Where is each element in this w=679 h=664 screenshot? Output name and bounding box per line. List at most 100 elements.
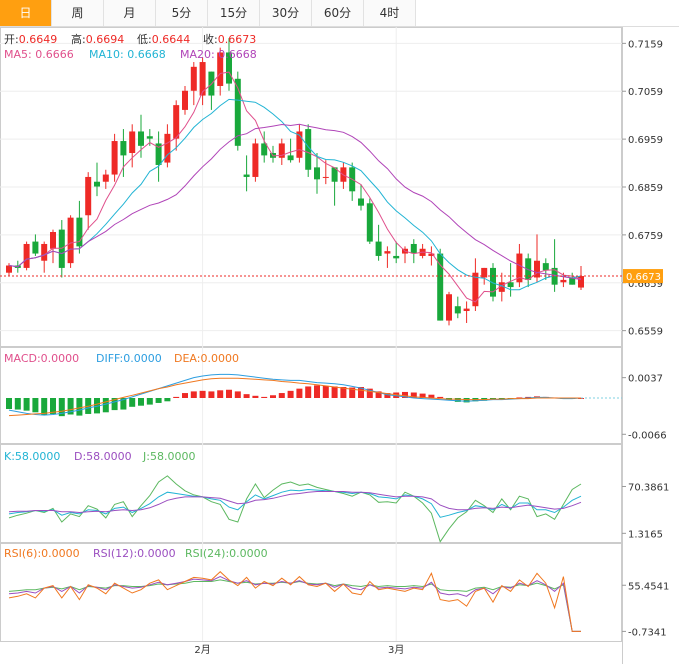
month-label: 2月	[194, 644, 210, 656]
candle-body	[182, 90, 188, 110]
candle-body	[67, 217, 74, 264]
candle-body	[375, 241, 382, 256]
rsi-panel	[8, 571, 581, 632]
chart-area: 0.7159 0.7059 0.6959 0.6859 0.6759 0.6659 0.65…	[0, 27, 669, 664]
macd-bar	[261, 396, 268, 398]
macd-bar	[410, 392, 417, 398]
candle-body	[525, 258, 532, 280]
macd-bar	[243, 394, 250, 398]
macd-bar	[120, 398, 127, 410]
macd-bar	[384, 393, 391, 398]
kdj-tick-label: 1.3165	[628, 529, 663, 540]
macd-bar	[208, 391, 215, 398]
candle-body	[507, 282, 514, 288]
macd-bar	[375, 391, 382, 398]
macd-bar	[525, 396, 532, 398]
macd-tick-label: -0.0066	[628, 430, 667, 441]
macd-bar	[50, 398, 56, 414]
candle-body	[243, 174, 250, 177]
rsi6-label: RSI(6):0.0000	[4, 547, 80, 560]
candle-body	[41, 243, 48, 261]
candle-body	[454, 306, 461, 314]
macd-bar	[76, 398, 83, 416]
candle-body	[217, 52, 224, 86]
candle-body	[331, 167, 338, 182]
tab-1[interactable]: 周	[52, 0, 104, 26]
tab-0[interactable]: 日	[0, 0, 52, 26]
candle-body	[94, 181, 100, 187]
macd-bar	[138, 398, 144, 406]
macd-bar	[182, 393, 188, 398]
candle-body	[173, 105, 180, 139]
candle-body	[50, 232, 56, 249]
candle-body	[226, 52, 232, 84]
dea-line	[8, 377, 581, 417]
kdj-header: K:58.0000 D:58.0000 J:58.0000	[4, 450, 195, 463]
tab-6[interactable]: 60分	[312, 0, 364, 26]
tab-7[interactable]: 4时	[364, 0, 416, 26]
kdj-tick-label: 70.3861	[628, 482, 669, 493]
macd-bar	[111, 398, 118, 411]
macd-bar	[146, 398, 153, 405]
candle-body	[410, 243, 417, 254]
ma10-label: MA10: 0.6668	[89, 48, 166, 61]
macd-bar	[437, 396, 444, 398]
macd-bar	[402, 391, 408, 398]
macd-bar	[234, 391, 241, 398]
low-label: 低:0.6644	[137, 33, 190, 46]
period-tabs: 日周月 5分 15分 30分 60分 4时	[0, 0, 679, 27]
candle-body	[446, 294, 452, 321]
macd-bar	[314, 385, 320, 398]
tab-4[interactable]: 15分	[208, 0, 260, 26]
macd-bar	[226, 389, 232, 398]
grid	[0, 27, 622, 641]
macd-bar	[67, 398, 74, 415]
candle-body	[111, 141, 118, 175]
macd-bar	[102, 398, 109, 413]
rsi6-line	[8, 571, 581, 632]
macd-bar	[463, 398, 470, 403]
tab-2[interactable]: 月	[104, 0, 156, 26]
ma20-label: MA20: 0.6668	[180, 48, 257, 61]
candle-body	[164, 133, 171, 163]
macd-label: MACD:0.0000	[4, 352, 79, 365]
macd-bar	[173, 396, 180, 398]
d-label: D:58.0000	[74, 450, 132, 463]
rsi12-label: RSI(12):0.0000	[93, 547, 176, 560]
tab-3[interactable]: 5分	[156, 0, 208, 26]
macd-bar	[287, 390, 294, 398]
candle-body	[199, 62, 206, 96]
candle-body	[428, 253, 435, 256]
ma10-line	[8, 98, 582, 291]
diff-label: DIFF:0.0000	[96, 352, 162, 365]
candle-body	[261, 143, 268, 156]
price-tick-label: 0.7059	[628, 87, 663, 98]
macd-bar	[322, 385, 329, 398]
candle-body	[534, 260, 540, 278]
candle-body	[32, 241, 39, 254]
price-panel	[0, 38, 622, 326]
candle-body	[463, 308, 470, 312]
rsi12-line	[8, 576, 581, 632]
j-label: J:58.0000	[142, 450, 195, 463]
macd-bar	[278, 393, 285, 398]
candle-body	[296, 131, 303, 158]
candle-body	[305, 129, 312, 170]
candle-body	[498, 282, 505, 292]
macd-bar	[14, 398, 21, 410]
candle-body	[138, 131, 144, 146]
close-label: 收:0.6673	[203, 32, 256, 46]
price-tick-label: 0.6859	[628, 183, 663, 194]
candle-body	[569, 277, 576, 285]
candle-body	[155, 143, 162, 165]
price-tick-label: 0.6759	[628, 231, 663, 242]
candle-body	[322, 176, 329, 178]
macd-bar	[23, 398, 30, 411]
macd-bar	[516, 397, 523, 399]
rsi-header: RSI(6):0.0000 RSI(12):0.0000 RSI(24):0.0…	[4, 547, 268, 560]
d-line	[8, 491, 582, 514]
macd-bar	[164, 398, 171, 402]
rsi-tick-label: -0.7341	[628, 627, 667, 638]
tab-5[interactable]: 30分	[260, 0, 312, 26]
last-price-label: 0.6673	[626, 272, 661, 283]
